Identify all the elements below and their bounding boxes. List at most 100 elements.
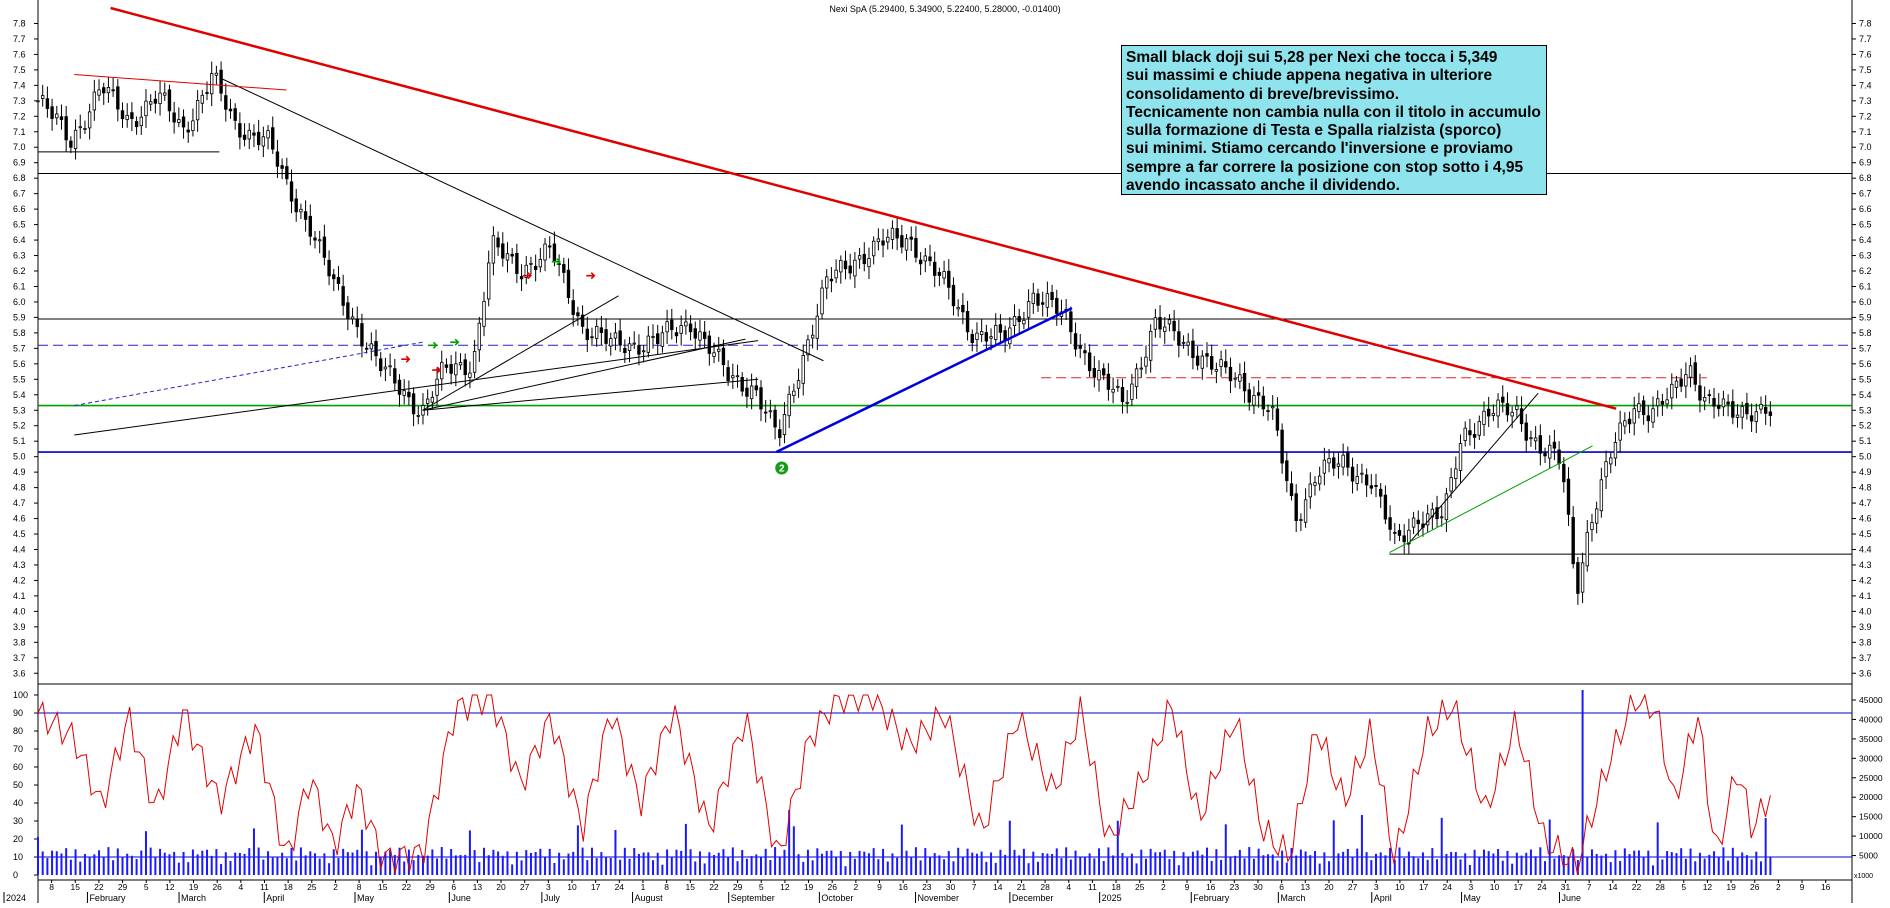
volume-bar	[1121, 853, 1124, 875]
volume-bar	[1018, 855, 1021, 875]
candle-body	[1519, 408, 1524, 425]
analysis-note: Small black doji sui 5,28 per Nexi che t…	[1121, 45, 1547, 195]
volume-bar	[1694, 861, 1697, 875]
candle-body	[510, 253, 514, 257]
price-tick-label-right: 7.1	[1859, 127, 1872, 137]
volume-bar	[1605, 853, 1608, 875]
time-tick-label: 29	[118, 882, 128, 892]
month-label: November	[918, 893, 960, 903]
time-tick-label: 2	[333, 882, 338, 892]
candle-body	[322, 236, 327, 258]
candle-body	[341, 286, 345, 306]
volume-bar	[1755, 851, 1758, 875]
volume-bar	[407, 849, 410, 875]
volume-bar	[792, 826, 795, 875]
volume-bar	[51, 850, 54, 875]
volume-bar	[1689, 848, 1692, 875]
candle-body	[674, 332, 679, 337]
volume-bar	[1675, 853, 1678, 875]
osc-tick-label: 80	[13, 726, 23, 736]
volume-bar	[933, 853, 936, 875]
candle-body	[1022, 319, 1026, 325]
candle-body	[1214, 369, 1219, 372]
price-tick-label-left: 4.2	[13, 575, 26, 585]
price-tick-label-right: 6.8	[1859, 173, 1872, 183]
price-tick-label-right: 3.8	[1859, 637, 1872, 647]
trendline	[422, 295, 619, 411]
volume-bar	[1440, 817, 1443, 875]
candle-body	[41, 95, 45, 99]
candle-body	[1609, 457, 1613, 465]
volume-bar	[1065, 847, 1068, 875]
note-line: Tecnicamente non cambia nulla con il tit…	[1126, 103, 1541, 121]
volume-bar	[586, 860, 589, 875]
volume-bar	[1149, 848, 1152, 875]
volume-bar	[1290, 847, 1293, 875]
candle-body	[1388, 517, 1392, 530]
vol-tick-label: 20000	[1859, 792, 1883, 802]
candle-body	[1735, 414, 1740, 418]
volume-bar	[835, 857, 838, 875]
volume-bar	[1661, 859, 1664, 875]
price-tick-label-right: 4.8	[1859, 483, 1872, 493]
time-tick-label: 22	[402, 882, 412, 892]
candle-body	[1693, 362, 1697, 385]
time-tick-label: 16	[1821, 882, 1831, 892]
volume-bar	[1285, 862, 1288, 875]
volume-bar	[1370, 860, 1373, 875]
volume-bar	[337, 858, 340, 875]
month-label: February	[89, 893, 126, 903]
volume-bar	[1713, 851, 1716, 875]
volume-bar	[1595, 853, 1598, 875]
price-tick-label-left: 7.2	[13, 111, 26, 121]
price-tick-label-right: 3.6	[1859, 668, 1872, 678]
volume-bar	[1525, 852, 1528, 875]
volume-bar	[1252, 858, 1255, 875]
volume-bar	[1342, 851, 1345, 875]
price-tick-label-right: 6.4	[1859, 235, 1872, 245]
time-tick-label: 19	[804, 882, 814, 892]
volume-bar	[572, 851, 575, 875]
candle-body	[1524, 422, 1528, 441]
candle-body	[1031, 292, 1035, 304]
volume-bar	[154, 856, 157, 875]
candle-body	[1726, 401, 1730, 405]
candle-body	[332, 274, 336, 280]
price-tick-label-right: 5.6	[1859, 359, 1872, 369]
volume-bar	[1351, 857, 1354, 875]
candle-body	[989, 336, 993, 339]
volume-bar	[229, 860, 232, 875]
candle-body	[134, 121, 139, 128]
osc-tick-label: 60	[13, 762, 23, 772]
candle-body	[965, 311, 970, 333]
volume-bar	[567, 853, 570, 875]
month-label: December	[1012, 893, 1054, 903]
candle-body	[829, 278, 834, 282]
price-tick-label-left: 5.8	[13, 328, 26, 338]
candle-body	[1562, 463, 1566, 483]
volume-bar	[1421, 852, 1424, 875]
candle-body	[1130, 383, 1134, 400]
candle-body	[92, 91, 97, 111]
month-label: 2025	[1102, 893, 1122, 903]
volume-bar	[830, 850, 833, 875]
candle-body	[590, 336, 594, 339]
time-tick-label: 24	[1537, 882, 1547, 892]
candle-body	[820, 287, 824, 315]
price-tick-label-right: 4.6	[1859, 514, 1872, 524]
volume-bar	[1473, 849, 1476, 875]
osc-tick-label: 0	[13, 870, 18, 880]
candle-body	[1759, 403, 1763, 410]
time-tick-label: 30	[1253, 882, 1263, 892]
volume-bar	[257, 847, 260, 875]
candle-body	[256, 131, 261, 146]
candle-body	[641, 350, 646, 353]
volume-bar	[182, 851, 185, 875]
volume-bar	[595, 858, 598, 875]
candle-body	[1017, 316, 1021, 322]
volume-bar	[783, 849, 786, 875]
candle-body	[994, 325, 998, 340]
candle-body	[73, 129, 78, 150]
volume-bar	[708, 852, 711, 875]
volume-bar	[1135, 863, 1138, 875]
